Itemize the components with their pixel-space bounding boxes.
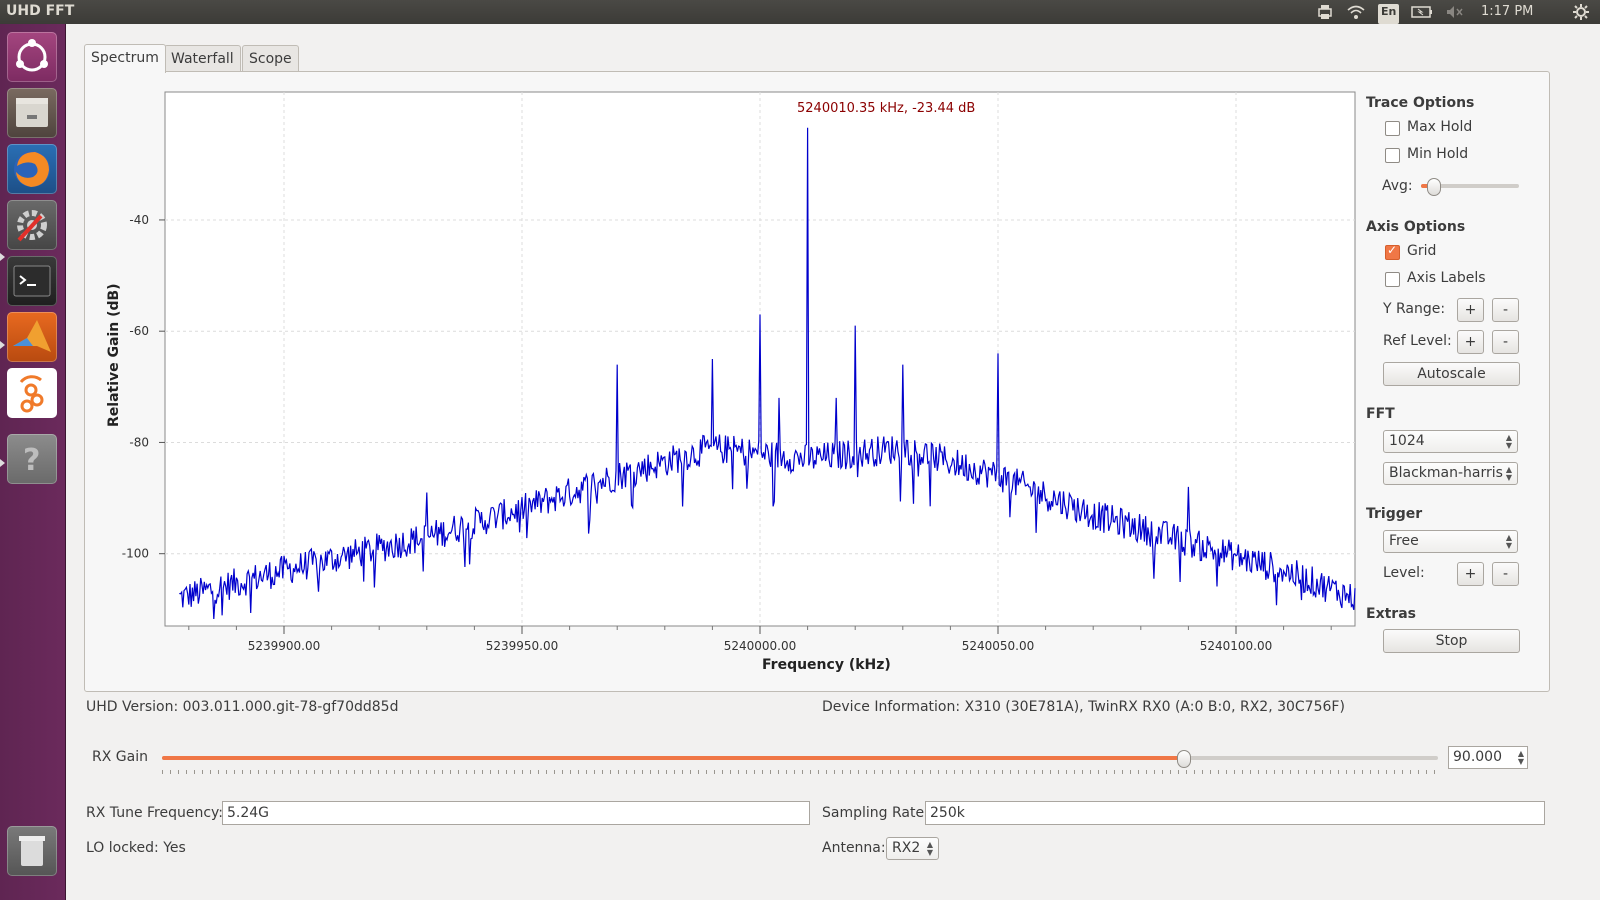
axis-labels-label: Axis Labels [1407,270,1486,286]
printer-icon[interactable] [1316,3,1334,21]
lo-locked-label: LO locked: Yes [86,840,186,856]
max-hold-checkbox[interactable] [1385,121,1400,136]
uhd-version-label: UHD Version: 003.011.000.git-78-gf70dd85… [86,699,399,715]
rx-gain-spinbox[interactable]: 90.000 ▲ ▼ [1448,746,1528,769]
tab-spectrum[interactable]: Spectrum [84,44,166,73]
fft-window-value: Blackman-harris [1389,465,1503,481]
launcher: ? [0,24,66,900]
window-title: UHD FFT [6,3,75,19]
ref-level-label: Ref Level: [1383,333,1452,349]
spectrum-plot[interactable]: -40 -60 -80 -100 5239900.00 5239950.00 524000… [85,72,1549,691]
top-panel: UHD FFT En 1:17 PM [0,0,1600,24]
trigger-mode-value: Free [1389,533,1419,549]
antenna-value: RX2 [892,840,921,856]
avg-slider-handle[interactable] [1426,178,1441,196]
peak-marker-label: 5240010.35 kHz, -23.44 dB [797,101,975,116]
x-axis: 5239900.00 5239950.00 5240000.00 5240050.00… [188,626,1332,653]
spin-arrows-icon: ▲ ▼ [1505,433,1512,450]
ref-level-minus-button[interactable]: - [1492,330,1519,354]
extras-title: Extras [1366,606,1416,622]
x-tick-label: 5240100.00 [1200,639,1273,653]
gnuradio-icon[interactable] [7,368,57,418]
terminal-icon[interactable] [7,256,57,306]
min-hold-checkbox[interactable] [1385,148,1400,163]
y-tick-label: -60 [129,324,149,338]
trigger-level-label: Level: [1383,565,1425,581]
y-axis: -40 -60 -80 -100 [122,213,165,561]
spectrum-panel: -40 -60 -80 -100 5239900.00 5239950.00 524000… [84,71,1550,692]
volume-muted-icon[interactable] [1444,3,1464,21]
spin-arrows-icon: ▲ ▼ [926,840,933,857]
fft-size-select[interactable]: 1024 ▲ ▼ [1383,430,1518,453]
rx-gain-value: 90.000 [1453,749,1502,765]
trigger-mode-select[interactable]: Free ▲ ▼ [1383,530,1518,553]
rx-tune-frequency-label: RX Tune Frequency: [86,805,224,821]
trace-options-title: Trace Options [1366,95,1475,111]
trigger-level-minus-button[interactable]: - [1492,562,1519,586]
avg-label: Avg: [1382,178,1413,194]
spin-arrows-icon: ▲ ▼ [1505,533,1512,550]
rx-gain-slider-ticks [162,770,1438,774]
grid-label: Grid [1407,243,1437,259]
device-info-label: Device Information: X310 (30E781A), Twin… [822,699,1345,715]
sampling-rate-label: Sampling Rate: [822,805,929,821]
antenna-label: Antenna: [822,840,886,856]
ubuntu-dash-icon[interactable] [7,32,57,82]
axis-labels-checkbox[interactable] [1385,272,1400,287]
keyboard-language-indicator[interactable]: En [1378,4,1400,24]
launcher-pip [0,253,5,261]
x-tick-label: 5240050.00 [962,639,1035,653]
max-hold-label: Max Hold [1407,119,1473,135]
y-range-plus-button[interactable]: + [1457,298,1484,322]
axis-options-title: Axis Options [1366,219,1466,235]
launcher-pip [0,341,5,349]
matlab-icon[interactable] [7,312,57,362]
y-range-label: Y Range: [1383,301,1446,317]
trigger-title: Trigger [1366,506,1423,522]
svg-text:?: ? [23,443,40,478]
rx-tune-frequency-input[interactable]: 5.24G [222,801,810,825]
spin-arrows-icon[interactable]: ▲ ▼ [1517,749,1524,766]
sampling-rate-input[interactable]: 250k [925,801,1545,825]
grid-checkbox[interactable] [1385,243,1400,260]
autoscale-button[interactable]: Autoscale [1383,362,1520,386]
tab-waterfall[interactable]: Waterfall [164,45,241,72]
spin-arrows-icon: ▲ ▼ [1505,465,1512,482]
y-range-minus-button[interactable]: - [1492,298,1519,322]
help-icon[interactable]: ? [7,434,57,484]
x-tick-label: 5239900.00 [248,639,321,653]
tab-scope[interactable]: Scope [242,45,299,72]
x-tick-label: 5240000.00 [724,639,797,653]
y-axis-label: Relative Gain (dB) [106,283,122,427]
avg-slider-fill [1421,184,1431,188]
battery-icon[interactable] [1410,3,1434,21]
wifi-icon[interactable] [1346,3,1366,21]
x-tick-label: 5239950.00 [486,639,559,653]
y-tick-label: -40 [129,213,149,227]
stop-button[interactable]: Stop [1383,629,1520,653]
ref-level-plus-button[interactable]: + [1457,330,1484,354]
y-tick-label: -100 [122,547,149,561]
gear-icon[interactable] [1572,3,1590,21]
firefox-icon[interactable] [7,144,57,194]
trigger-level-plus-button[interactable]: + [1457,562,1484,586]
spectrum-trace [179,127,1356,620]
files-icon[interactable] [7,88,57,138]
y-tick-label: -80 [129,435,149,449]
fft-size-value: 1024 [1389,433,1425,449]
fft-title: FFT [1366,406,1395,422]
antenna-select[interactable]: RX2 ▲ ▼ [886,837,939,860]
rx-gain-label: RX Gain [92,749,148,765]
rx-gain-slider-fill [162,756,1183,760]
clock[interactable]: 1:17 PM [1481,4,1534,19]
system-settings-icon[interactable] [7,200,57,250]
x-axis-label: Frequency (kHz) [762,657,891,673]
avg-slider-track[interactable] [1421,184,1519,188]
launcher-pip [0,459,5,467]
fft-window-select[interactable]: Blackman-harris ▲ ▼ [1383,462,1518,485]
trash-icon[interactable] [7,826,57,876]
min-hold-label: Min Hold [1407,146,1469,162]
rx-gain-slider-handle[interactable] [1176,750,1191,768]
